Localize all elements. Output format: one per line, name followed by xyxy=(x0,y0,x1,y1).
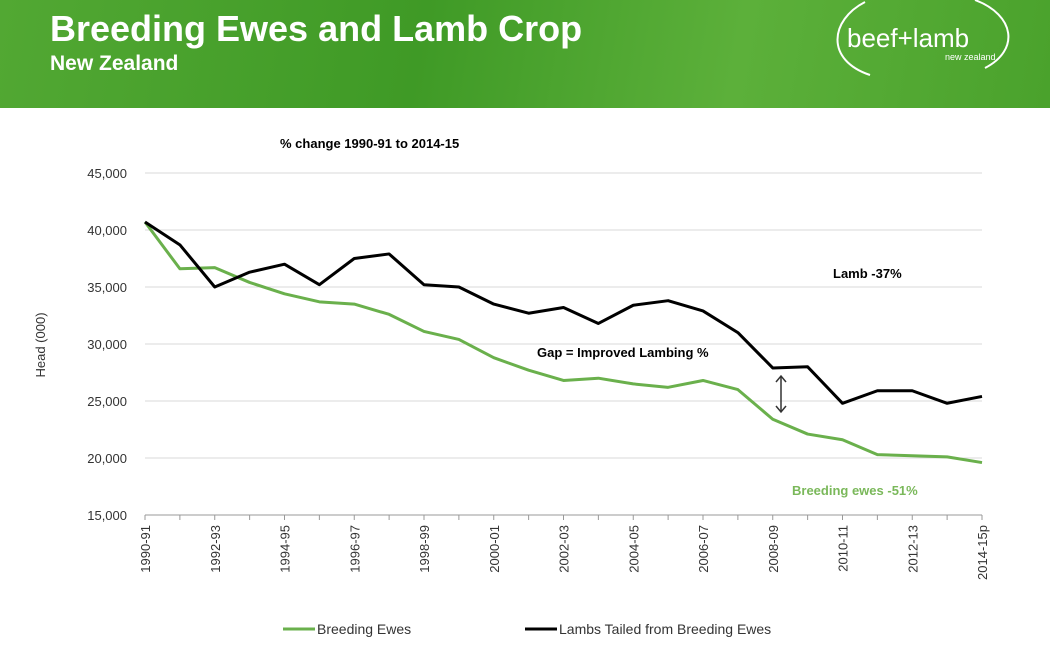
chart-subtitle: % change 1990-91 to 2014-15 xyxy=(280,136,459,151)
y-tick-label: 45,000 xyxy=(87,166,127,181)
x-tick-label: 2000-01 xyxy=(487,525,502,573)
x-tick-label: 1996-97 xyxy=(347,525,362,573)
page-subtitle: New Zealand xyxy=(50,52,179,75)
series-line-breeding-ewes xyxy=(143,221,983,465)
x-tick-label: 1998-99 xyxy=(417,525,432,573)
y-tick-label: 30,000 xyxy=(87,337,127,352)
legend-label-lambs: Lambs Tailed from Breeding Ewes xyxy=(559,621,771,637)
y-tick-label: 20,000 xyxy=(87,451,127,466)
x-tick-label: 2004-05 xyxy=(626,525,641,573)
legend: Breeding Ewes Lambs Tailed from Breeding… xyxy=(283,621,771,637)
y-tick-label: 15,000 xyxy=(87,508,127,523)
x-tick-label: 2010-11 xyxy=(836,525,851,572)
x-tick-label: 2008-09 xyxy=(766,525,781,573)
line-chart: 15,000 20,000 25,000 30,000 35,000 40,000 45,0… xyxy=(33,136,990,637)
legend-label-ewes: Breeding Ewes xyxy=(317,621,411,637)
x-tick-label: 2006-07 xyxy=(696,525,711,573)
x-tick-label: 1994-95 xyxy=(278,525,293,573)
x-tick-label: 1990-91 xyxy=(138,525,153,573)
annotation-lamb: Lamb -37% xyxy=(833,266,902,281)
svg-text:beef+lamb: beef+lamb xyxy=(847,23,969,53)
x-tick-label: 2014-15p xyxy=(975,525,990,580)
y-tick-label: 40,000 xyxy=(87,223,127,238)
svg-text:new zealand: new zealand xyxy=(945,52,996,62)
series-line-lambs-tailed xyxy=(144,220,983,405)
double-arrow-icon xyxy=(775,374,787,414)
x-tick-label: 2012-13 xyxy=(905,525,920,573)
header-banner: Breeding Ewes and Lamb Crop New Zealand … xyxy=(0,0,1050,108)
beef-lamb-logo: beef+lamb new zealand xyxy=(836,0,1010,76)
y-tick-label: 25,000 xyxy=(87,394,127,409)
y-axis-title: Head (000) xyxy=(33,312,48,377)
annotation-ewes: Breeding ewes -51% xyxy=(792,483,918,498)
x-tick-label: 2002-03 xyxy=(557,525,572,573)
annotation-gap: Gap = Improved Lambing % xyxy=(537,345,709,360)
x-tick-label: 1992-93 xyxy=(208,525,223,573)
page-title: Breeding Ewes and Lamb Crop xyxy=(50,8,583,49)
y-tick-label: 35,000 xyxy=(87,280,127,295)
